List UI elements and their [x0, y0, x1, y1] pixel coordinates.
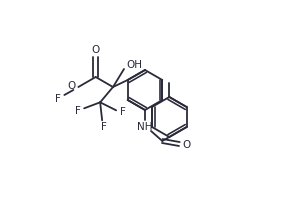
- Text: O: O: [67, 81, 76, 91]
- Text: NH: NH: [137, 122, 153, 132]
- Text: F: F: [120, 107, 126, 117]
- Text: O: O: [91, 45, 100, 55]
- Text: F: F: [101, 122, 107, 132]
- Text: F: F: [75, 106, 81, 116]
- Text: F: F: [55, 94, 61, 104]
- Text: OH: OH: [126, 60, 142, 70]
- Text: O: O: [182, 140, 190, 150]
